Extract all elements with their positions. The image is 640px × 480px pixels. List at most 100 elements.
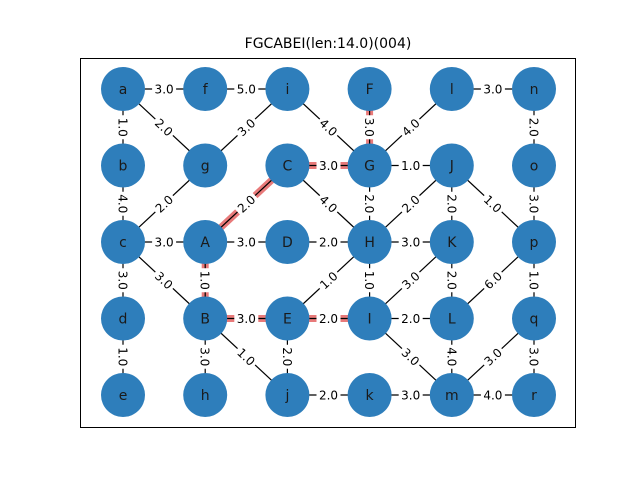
- edge-weight-bg: [234, 310, 259, 326]
- node-b: b: [101, 143, 145, 188]
- edge-weight-text: 3.0: [155, 236, 174, 250]
- node-label: B: [200, 312, 210, 328]
- node-label: D: [282, 235, 293, 251]
- edge-weight-d-e: 1.0: [116, 344, 131, 369]
- edge-weight-H-I: 1.0: [362, 268, 378, 293]
- edge-weight-text: 2.0: [319, 389, 338, 403]
- node-label: E: [283, 312, 292, 328]
- node-circle: [347, 143, 392, 188]
- node-label: d: [119, 312, 128, 328]
- node-j: j: [265, 373, 310, 417]
- node-label: o: [530, 159, 539, 175]
- edge-weight-bg: [316, 157, 341, 173]
- edge-weight-bg: [362, 115, 378, 140]
- node-circle: [512, 67, 556, 111]
- edge-weight-text: 2.0: [444, 194, 458, 213]
- edge-weight-text: 3.0: [237, 312, 256, 326]
- node-circle: [183, 373, 228, 417]
- edge-weight-text: 3.0: [483, 83, 502, 97]
- edge-weight-text: 1.0: [116, 118, 130, 137]
- node-I: I: [347, 296, 392, 341]
- node-D: D: [265, 220, 310, 264]
- node-circle: [512, 143, 556, 188]
- edge-weight-bg: [314, 189, 343, 218]
- edge-weight-text: 3.0: [527, 347, 541, 366]
- figure-title: FGCABEI(len:14.0)(004): [245, 36, 412, 52]
- node-label: r: [531, 388, 537, 404]
- edge-weight-bg: [152, 81, 177, 96]
- node-circle: [429, 296, 474, 341]
- edge-weight-text: 3.0: [401, 389, 420, 403]
- edge-weight-text: 2.0: [362, 194, 376, 213]
- node-label: L: [448, 312, 456, 328]
- edge-weight-m-r: 4.0: [480, 387, 505, 403]
- node-label: J: [449, 159, 454, 175]
- node-K: K: [429, 220, 474, 264]
- edge-weight-bg: [398, 387, 423, 402]
- edge-weight-bg: [234, 81, 259, 96]
- edge-weight-bg: [150, 113, 179, 141]
- node-circle: [512, 296, 556, 341]
- node-label: m: [445, 388, 459, 404]
- edge-weight-bg: [234, 234, 259, 249]
- node-circle: [429, 220, 474, 264]
- edge-weight-text: 3.0: [116, 271, 130, 290]
- edge-weight-bg: [397, 342, 425, 371]
- node-circle: [265, 143, 310, 188]
- node-p: p: [512, 220, 556, 264]
- edge-weight-K-L: 2.0: [444, 268, 460, 293]
- edge-weight-text: 2.0: [280, 347, 294, 366]
- edge-weight-bg: [150, 266, 179, 294]
- edge-weight-b-c: 4.0: [116, 191, 131, 216]
- node-circle: [512, 220, 556, 264]
- edge-weight-text: 2.0: [319, 236, 338, 250]
- node-circle: [347, 67, 392, 111]
- edge-weight-text: 3.0: [319, 159, 338, 173]
- highlighted-path: [201, 85, 374, 322]
- node-circle: [429, 67, 474, 111]
- node-J: J: [429, 143, 474, 188]
- edge-weight-B-E: 3.0: [234, 310, 259, 326]
- edge-weight-A-D: 3.0: [234, 234, 259, 250]
- edge-weight-text: 5.0: [237, 83, 256, 97]
- node-circle: [183, 220, 228, 264]
- node-circle: [101, 296, 145, 341]
- node-L: L: [429, 296, 474, 341]
- edge-weight-n-o: 2.0: [527, 115, 542, 140]
- edge-weight-bg: [198, 268, 214, 293]
- node-label: A: [200, 235, 210, 251]
- edge-weight-bg: [232, 113, 260, 141]
- node-label: K: [447, 235, 457, 251]
- node-label: c: [119, 235, 127, 251]
- edge-weight-q-r: 3.0: [527, 344, 542, 369]
- edge-weight-text: 4.0: [483, 389, 502, 403]
- edge-weight-bg: [444, 344, 460, 369]
- edge-weight-o-p: 3.0: [527, 191, 542, 216]
- axes-frame: [80, 58, 576, 428]
- node-circle: [265, 220, 310, 264]
- node-circle: [347, 220, 392, 264]
- node-e: e: [101, 373, 145, 417]
- edge-weight-bg: [478, 266, 507, 294]
- node-H: H: [347, 220, 392, 264]
- edge-weight-bg: [444, 191, 460, 216]
- edge-weight-text: 1.0: [198, 271, 212, 290]
- node-label: q: [530, 312, 539, 328]
- node-q: q: [512, 296, 556, 341]
- edge-weight-bg: [316, 387, 341, 402]
- edge-weight-bg: [232, 189, 260, 218]
- edge-weight-bg: [527, 115, 542, 140]
- edge-weight-text: 1.0: [401, 159, 420, 173]
- edge-weight-text: 1.0: [527, 271, 541, 290]
- edge-weight-J-K: 2.0: [444, 191, 460, 216]
- edge-weight-text: 1.0: [362, 271, 376, 290]
- edge-weight-bg: [479, 189, 508, 218]
- edge-weight-text: 2.0: [401, 312, 420, 326]
- edge-weight-text: 3.0: [198, 347, 212, 366]
- node-circle: [265, 67, 310, 111]
- edge-weight-I-L: 2.0: [398, 310, 423, 326]
- edge-weight-bg: [398, 234, 423, 249]
- edge-weight-text: 3.0: [362, 118, 376, 137]
- edge-weight-A-B: 1.0: [198, 268, 214, 293]
